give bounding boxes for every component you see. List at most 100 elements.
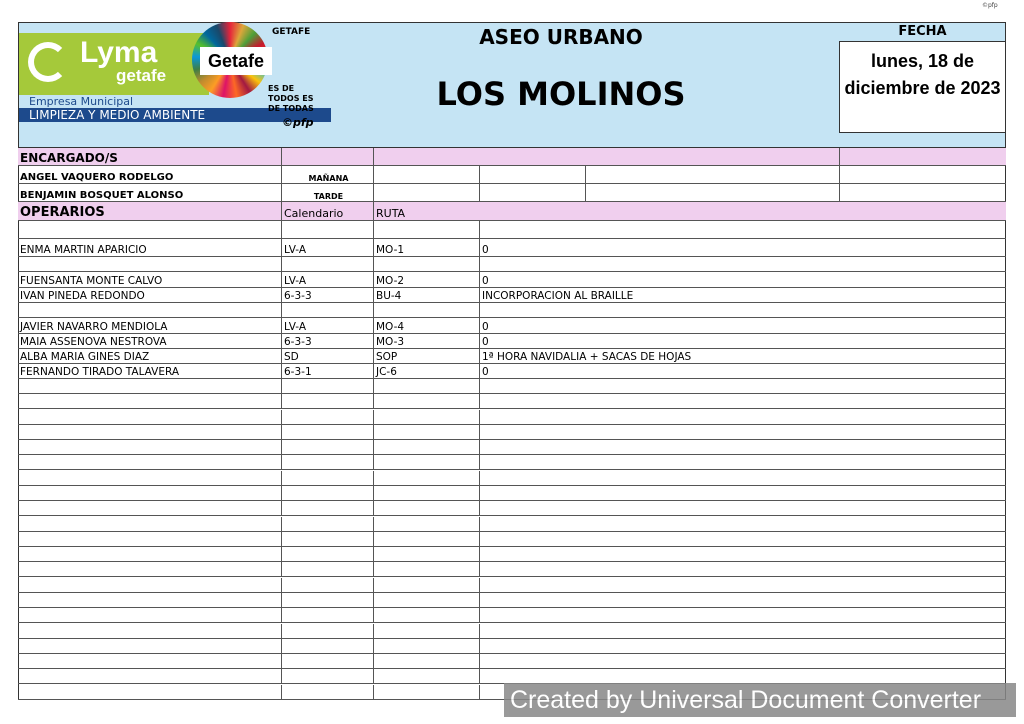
operario-ruta: MO-2 [373,272,479,287]
cell [373,608,479,622]
operario-name [18,303,281,317]
cell [373,394,479,408]
cell [479,501,1006,515]
operario-observaciones: 1ª HORA NAVIDALIA + SACAS DE HOJAS [479,349,1006,363]
cell [839,184,1006,201]
encargado-label: ENCARGADO/S [20,151,118,165]
operario-row [18,257,1006,272]
cell [18,440,281,454]
cell [373,410,479,424]
cell [373,639,479,653]
cell [281,685,373,699]
col-ruta: RUTA [373,202,1006,220]
encargado-row: BENJAMIN BOSQUET ALONSO TARDE [18,184,1006,202]
cell [18,471,281,485]
operario-calendario [281,257,373,271]
cell [281,578,373,592]
empty-row [18,562,1006,577]
cell [373,440,479,454]
operario-observaciones: 0 [479,239,1006,256]
empty-row [18,425,1006,440]
cell [373,184,479,201]
operarios-header: OPERARIOS Calendario RUTA [18,202,1006,221]
cell [373,379,479,393]
operario-calendario: LV-A [281,318,373,333]
cell [281,624,373,638]
cell [479,471,1006,485]
operario-calendario: SD [281,349,373,363]
empty-row [18,379,1006,394]
cell [479,455,1006,469]
cell [373,148,839,165]
operario-calendario [281,221,373,238]
operario-ruta [373,221,479,238]
empty-row [18,639,1006,654]
cell [18,379,281,393]
operario-observaciones [479,221,1006,238]
cell [18,425,281,439]
operario-row: MAIA ASSENOVA NESTROVA 6-3-3 MO-3 0 [18,334,1006,349]
operario-ruta [373,303,479,317]
cell [281,455,373,469]
operario-name: JAVIER NAVARRO MENDIOLA [20,321,168,333]
cell [479,425,1006,439]
logo-brand-sub: getafe [116,66,167,85]
operario-name: IVAN PINEDA REDONDO [20,290,145,302]
operario-row: ENMA MARTIN APARICIO LV-A MO-1 0 [18,239,1006,257]
cell [281,486,373,500]
cell [839,166,1006,183]
operario-ruta: MO-4 [373,318,479,333]
turno: TARDE [281,184,373,201]
cell [479,532,1006,546]
ayuntamiento-logo: GETAFE [272,27,311,37]
empty-row [18,410,1006,425]
operario-ruta [373,257,479,271]
operario-calendario: 6-3-1 [281,364,373,378]
operario-observaciones: 0 [479,272,1006,287]
cell [18,624,281,638]
cell [18,608,281,622]
cell [479,486,1006,500]
empty-row [18,547,1006,562]
cell [18,532,281,546]
cell [18,654,281,668]
cell [585,166,839,183]
operario-name: ENMA MARTIN APARICIO [20,244,147,256]
cell [839,148,1006,165]
cell [373,532,479,546]
cell [585,184,839,201]
operario-ruta: SOP [373,349,479,363]
operario-ruta: MO-1 [373,239,479,256]
cell [281,394,373,408]
cell [373,517,479,531]
operario-observaciones [479,303,1006,317]
cell [479,440,1006,454]
empty-row [18,669,1006,684]
cell [281,517,373,531]
cell [18,547,281,561]
empty-row [18,517,1006,532]
empty-row [18,654,1006,669]
cell [281,440,373,454]
watermark: Created by Universal Document Converter [504,683,1016,717]
operario-observaciones [479,257,1006,271]
corner-mark: ©pfp [982,2,998,9]
cell [18,517,281,531]
cell [373,578,479,592]
logo-brand: Lyma [80,36,158,69]
cell [18,455,281,469]
title: ASEO URBANO [479,25,643,49]
cell [18,578,281,592]
cell [281,639,373,653]
empty-row [18,593,1006,608]
operario-row [18,221,1006,239]
operarios-label: OPERARIOS [20,205,105,220]
empty-row [18,578,1006,593]
empty-row [18,394,1006,409]
cell [281,608,373,622]
operario-calendario: LV-A [281,239,373,256]
cell [373,593,479,607]
operario-row: FERNANDO TIRADO TALAVERA 6-3-1 JC-6 0 [18,364,1006,379]
cell [281,379,373,393]
logo-division: LIMPIEZA Y MEDIO AMBIENTE [19,108,331,122]
